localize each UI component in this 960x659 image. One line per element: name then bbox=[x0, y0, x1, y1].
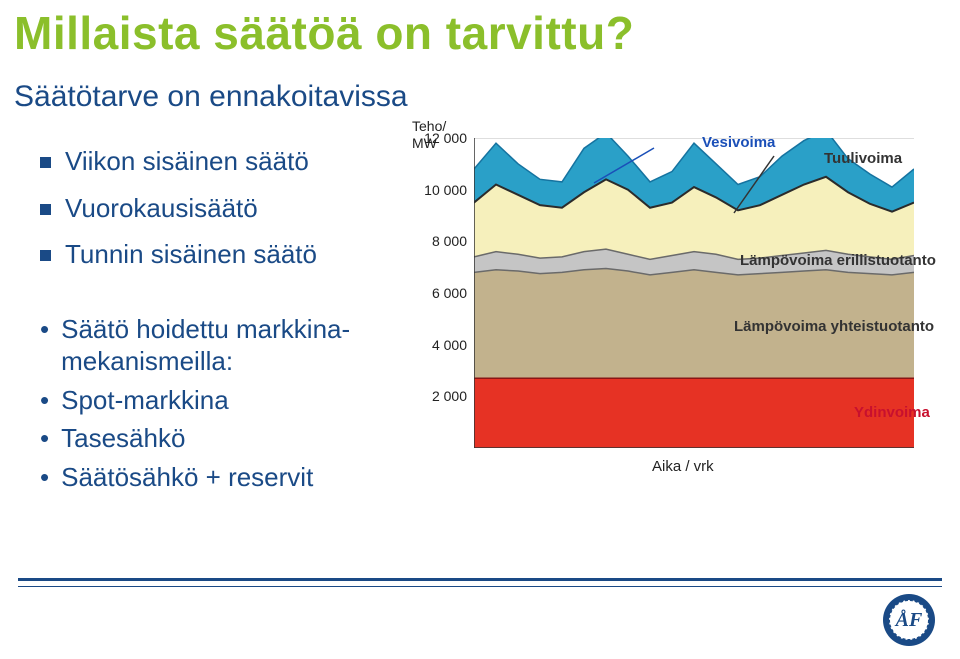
list-item: • Säätö hoidettu markkina-mekanismeilla: bbox=[40, 313, 410, 378]
dot-bullet-icon: • bbox=[40, 461, 49, 494]
y-tick-label: 8 000 bbox=[412, 233, 467, 249]
chart-svg bbox=[474, 138, 914, 448]
footer-divider bbox=[18, 578, 942, 581]
list-item-label: Tunnin sisäinen säätö bbox=[65, 238, 317, 271]
list-item-label: Säätö hoidettu markkina-mekanismeilla: bbox=[61, 313, 410, 378]
list-item-label: Spot-markkina bbox=[61, 384, 229, 417]
square-bullet-icon bbox=[40, 157, 51, 168]
list-item: Viikon sisäinen säätö bbox=[40, 145, 410, 178]
square-bullet-icon bbox=[40, 250, 51, 261]
y-tick-label: 6 000 bbox=[412, 285, 467, 301]
y-tick-label: 2 000 bbox=[412, 388, 467, 404]
series-label-ydinvoima: Ydinvoima bbox=[854, 404, 930, 421]
y-tick-label: 4 000 bbox=[412, 337, 467, 353]
series-label-vesivoima: Vesivoima bbox=[702, 134, 775, 151]
x-axis-title: Aika / vrk bbox=[652, 458, 714, 475]
company-logo: ÅF bbox=[882, 593, 936, 647]
footer-divider-thin bbox=[18, 586, 942, 587]
list-item-label: Vuorokausisäätö bbox=[65, 192, 258, 225]
y-tick-label: 12 000 bbox=[412, 130, 467, 146]
list-item-label: Säätösähkö + reservit bbox=[61, 461, 313, 494]
list-item: • Tasesähkö bbox=[40, 422, 410, 455]
logo-icon: ÅF bbox=[882, 593, 936, 647]
chart-plot-area: Vesivoima Tuulivoima Lämpövoima erillist… bbox=[474, 138, 914, 448]
bullet-list: Viikon sisäinen säätö Vuorokausisäätö Tu… bbox=[40, 145, 410, 499]
dot-bullet-icon: • bbox=[40, 384, 49, 417]
list-item: • Säätösähkö + reservit bbox=[40, 461, 410, 494]
list-item-label: Tasesähkö bbox=[61, 422, 185, 455]
slide-subtitle: Säätötarve on ennakoitavissa bbox=[14, 80, 408, 114]
series-label-tuulivoima: Tuulivoima bbox=[824, 150, 902, 167]
dot-bullet-icon: • bbox=[40, 313, 49, 346]
series-label-yhteistuotanto: Lämpövoima yhteistuotanto bbox=[734, 318, 934, 335]
square-bullet-icon bbox=[40, 204, 51, 215]
presentation-slide: Millaista säätöä on tarvittu? Säätötarve… bbox=[0, 0, 960, 659]
slide-title: Millaista säätöä on tarvittu? bbox=[14, 6, 634, 60]
list-item: Tunnin sisäinen säätö bbox=[40, 238, 410, 271]
logo-text: ÅF bbox=[894, 609, 923, 631]
dot-bullet-icon: • bbox=[40, 422, 49, 455]
y-tick-label: 10 000 bbox=[412, 182, 467, 198]
series-label-erillistuotanto: Lämpövoima erillistuotanto bbox=[740, 252, 936, 269]
stacked-area-chart: Teho/ MW 2 0004 0006 0008 00010 00012 00… bbox=[412, 120, 932, 490]
list-item-label: Viikon sisäinen säätö bbox=[65, 145, 309, 178]
list-item: • Spot-markkina bbox=[40, 384, 410, 417]
list-item: Vuorokausisäätö bbox=[40, 192, 410, 225]
